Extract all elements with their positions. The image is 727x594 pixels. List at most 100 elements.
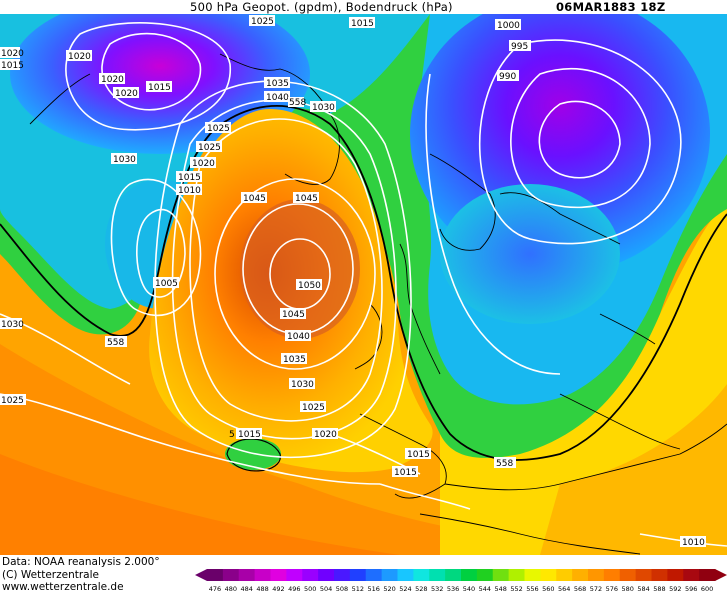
label-box: 1025 bbox=[249, 15, 275, 27]
label-box: 1015 bbox=[349, 17, 375, 29]
legend-tick-label: 588 bbox=[653, 585, 665, 593]
legend-swatch bbox=[667, 569, 684, 581]
legend-arrow-left bbox=[195, 569, 207, 581]
label-box: 1010 bbox=[176, 184, 202, 196]
legend-tick-label: 500 bbox=[304, 585, 316, 593]
isobar-label: 1025 bbox=[251, 17, 274, 27]
label-box: 1035 bbox=[281, 353, 307, 365]
isobar-label: 1020 bbox=[101, 75, 124, 85]
isobar-label: 1045 bbox=[243, 194, 266, 204]
isobar-label: 1015 bbox=[407, 450, 430, 460]
high-core bbox=[240, 199, 360, 339]
legend-swatch bbox=[603, 569, 621, 581]
isobar-label: 1015 bbox=[394, 468, 417, 478]
legend-tick-label: 492 bbox=[272, 585, 284, 593]
label-box: 1020 bbox=[99, 73, 125, 85]
legend-swatch bbox=[540, 569, 557, 581]
isobar-label: 1015 bbox=[148, 83, 171, 93]
isobar-label: 1030 bbox=[312, 103, 335, 113]
geopot-label: 558 bbox=[107, 338, 124, 348]
isobar-label: 1050 bbox=[298, 281, 321, 291]
legend-swatch bbox=[572, 569, 589, 581]
legend-swatch bbox=[461, 569, 478, 581]
label-box: 1030 bbox=[0, 318, 24, 330]
isobar-label: 1045 bbox=[282, 310, 305, 320]
isobar-labels: 1025 1020 1020 1020 1015 1015 1000 995 9… bbox=[0, 15, 706, 548]
label-box: 1040 bbox=[264, 91, 290, 103]
label-box: 1030 bbox=[111, 153, 137, 165]
label-box: 1005 bbox=[153, 277, 179, 289]
legend-swatch bbox=[381, 569, 398, 581]
isobar-label: 1030 bbox=[113, 155, 136, 165]
legend-tick-label: 548 bbox=[494, 585, 506, 593]
geopot-label: 558 bbox=[496, 459, 513, 469]
legend-swatch bbox=[476, 569, 494, 581]
south-orange-band bbox=[0, 344, 727, 555]
label-box: 558 bbox=[105, 336, 127, 348]
legend-swatch bbox=[588, 569, 605, 581]
isobar-label: 1030 bbox=[1, 320, 24, 330]
coastlines bbox=[29, 53, 727, 555]
legend-tick-label: 476 bbox=[209, 585, 221, 593]
legend-tick-label: 556 bbox=[526, 585, 538, 593]
isobar-label: 1000 bbox=[497, 21, 520, 31]
isobar-label: 1025 bbox=[302, 403, 325, 413]
isobar-label: 1025 bbox=[207, 124, 230, 134]
map-title-bar: 500 hPa Geopot. (gpdm), Bodendruck (hPa)… bbox=[0, 0, 727, 14]
legend-tick-label: 596 bbox=[685, 585, 697, 593]
legend-swatch bbox=[445, 569, 462, 581]
legend-tick-label: 564 bbox=[558, 585, 570, 593]
label-box: 1030 bbox=[289, 378, 315, 390]
legend-swatch bbox=[222, 569, 240, 581]
legend-swatch bbox=[270, 569, 287, 581]
legend-tick-label: 508 bbox=[336, 585, 348, 593]
label-box: 1020 bbox=[312, 428, 338, 440]
legend-tick-label: 524 bbox=[399, 585, 411, 593]
label-box: 1050 bbox=[296, 279, 322, 291]
isobar-label: 1020 bbox=[68, 52, 91, 62]
legend-tick-label: 584 bbox=[637, 585, 649, 593]
isobar-label: 1005 bbox=[155, 279, 178, 289]
legend-swatch bbox=[508, 569, 525, 581]
legend-tick-label: 496 bbox=[288, 585, 300, 593]
label-box: 1040 bbox=[285, 330, 311, 342]
legend-tick-label: 600 bbox=[701, 585, 713, 593]
legend-tick-label: 488 bbox=[256, 585, 268, 593]
isobar-label: 1015 bbox=[238, 430, 261, 440]
legend-swatch bbox=[334, 569, 351, 581]
map-date: 06MAR1883 18Z bbox=[556, 0, 666, 14]
legend-swatch bbox=[365, 569, 383, 581]
label-box: 1020 bbox=[0, 47, 24, 59]
color-legend: 476 480 484 488 492 496 500 504 508 512 516 520 524 5… bbox=[195, 569, 727, 593]
legend-swatch bbox=[556, 569, 573, 581]
isobar-label: 990 bbox=[499, 72, 516, 82]
isobar-label: 1010 bbox=[178, 186, 201, 196]
geopot-558-line bbox=[0, 104, 727, 461]
label-box: 1045 bbox=[241, 192, 267, 204]
legend-swatch bbox=[302, 569, 319, 581]
legend-swatch bbox=[349, 569, 367, 581]
legend-swatch bbox=[413, 569, 430, 581]
label-box: 1025 bbox=[0, 394, 26, 406]
label-box: 1020 bbox=[113, 87, 139, 99]
legend-tick-label: 520 bbox=[383, 585, 395, 593]
isobar-label: 1045 bbox=[295, 194, 318, 204]
label-box: 1015 bbox=[236, 428, 262, 440]
legend-tick-label: 504 bbox=[320, 585, 332, 593]
legend-swatch bbox=[699, 569, 716, 581]
website: www.wetterzentrale.de bbox=[2, 581, 124, 593]
legend-tick-label: 592 bbox=[669, 585, 681, 593]
high-mark: 5 bbox=[229, 430, 235, 440]
label-box: 1015 bbox=[0, 59, 24, 71]
isobar-label: 1010 bbox=[682, 538, 705, 548]
label-box: 995 bbox=[509, 40, 531, 52]
geopot-label: 558 bbox=[289, 98, 306, 108]
label-box: 1015 bbox=[392, 466, 418, 478]
legend-tick-label: 532 bbox=[431, 585, 443, 593]
legend-tick-label: 572 bbox=[590, 585, 602, 593]
legend-tick-label: 484 bbox=[240, 585, 252, 593]
weather-map: 1025 1020 1020 1020 1015 1015 1000 995 9… bbox=[0, 14, 727, 555]
label-box: 1015 bbox=[146, 81, 172, 93]
label-box: 1025 bbox=[196, 141, 222, 153]
label-box: 1020 bbox=[66, 50, 92, 62]
